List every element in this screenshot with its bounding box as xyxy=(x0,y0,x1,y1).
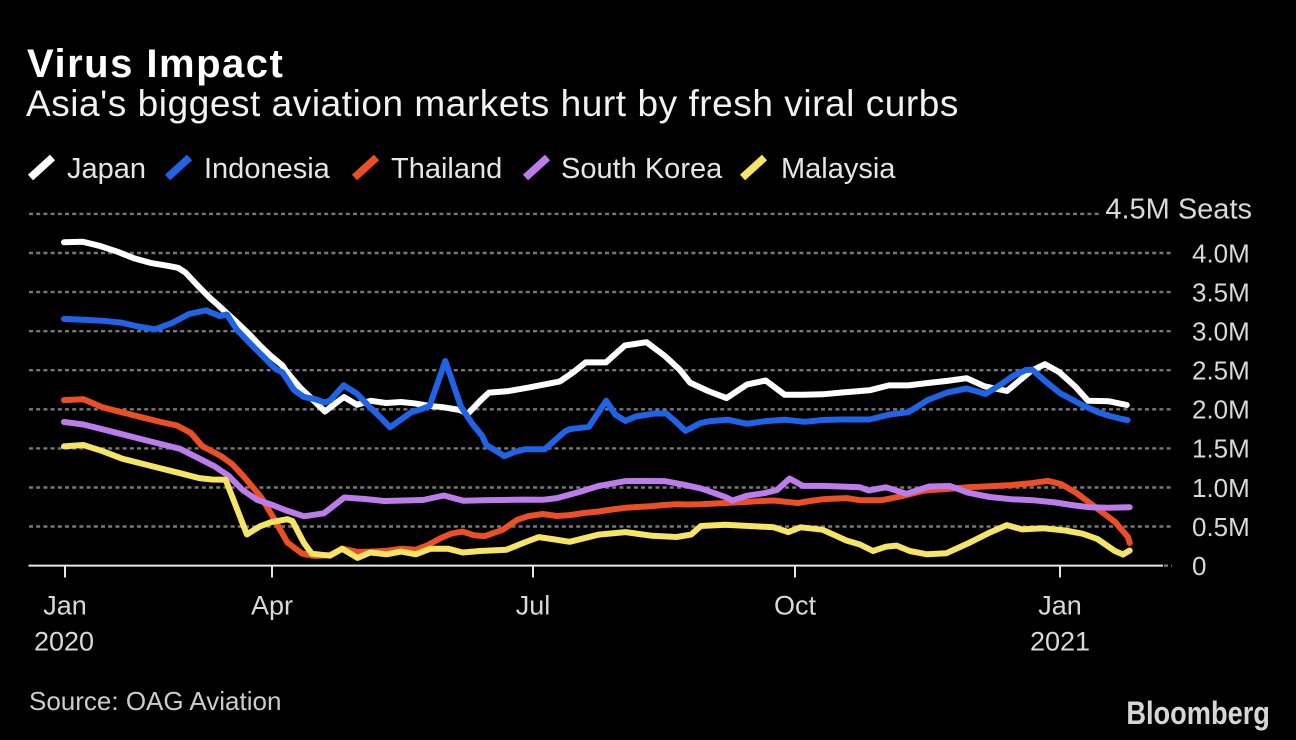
svg-text:2.0M: 2.0M xyxy=(1192,395,1250,425)
svg-text:Jul: Jul xyxy=(516,591,551,621)
svg-text:3.5M: 3.5M xyxy=(1192,277,1250,307)
svg-text:1.5M: 1.5M xyxy=(1192,434,1250,464)
svg-text:0.5M: 0.5M xyxy=(1192,512,1250,542)
svg-text:Jan: Jan xyxy=(43,591,87,621)
svg-text:0: 0 xyxy=(1192,551,1206,581)
svg-text:Oct: Oct xyxy=(774,591,817,621)
svg-text:1.0M: 1.0M xyxy=(1192,473,1250,503)
svg-text:Jan: Jan xyxy=(1038,591,1082,621)
svg-text:3.0M: 3.0M xyxy=(1192,317,1250,347)
svg-text:2020: 2020 xyxy=(34,627,94,657)
svg-text:4.5M Seats: 4.5M Seats xyxy=(1105,194,1252,226)
svg-text:4.0M: 4.0M xyxy=(1192,238,1250,268)
svg-text:2.5M: 2.5M xyxy=(1192,356,1250,386)
svg-text:Apr: Apr xyxy=(251,591,293,621)
svg-text:2021: 2021 xyxy=(1030,627,1090,657)
